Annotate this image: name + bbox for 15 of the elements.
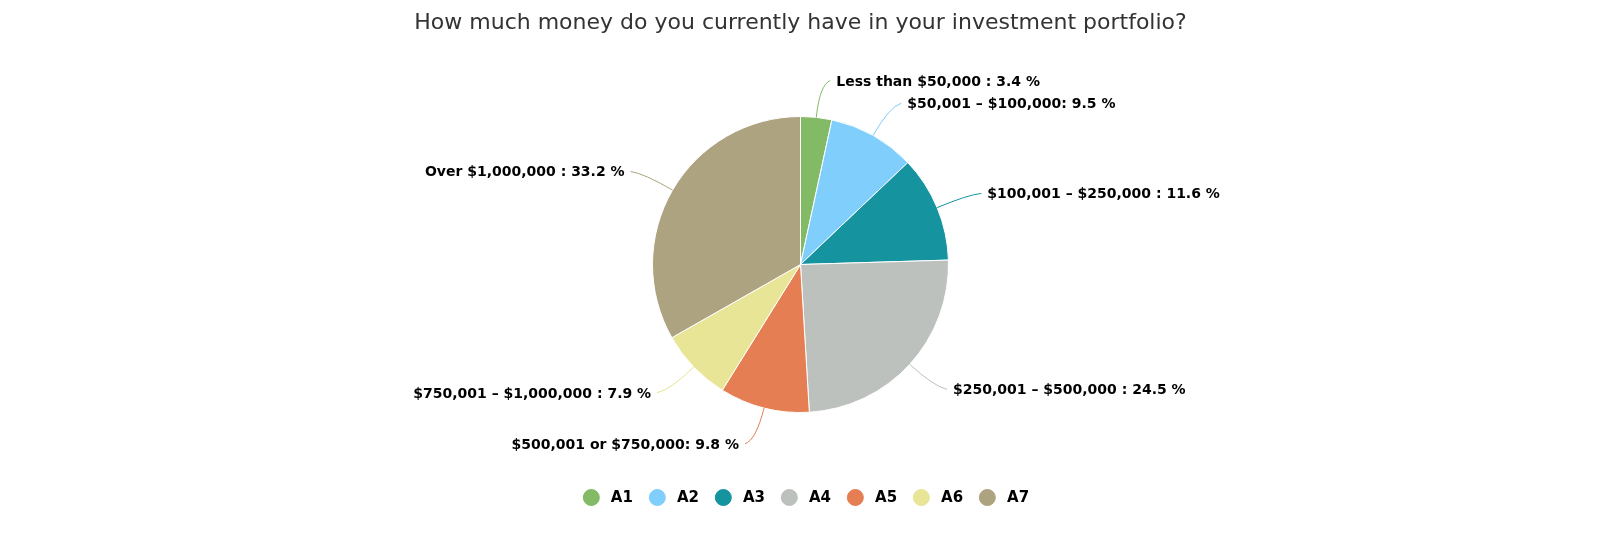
data-label: $50,001 – $100,000: 9.5 %	[907, 95, 1116, 112]
data-label: Over $1,000,000 : 33.2 %	[424, 163, 625, 180]
legend-label: A6	[941, 488, 964, 506]
legend-label: A2	[676, 488, 699, 506]
chart-title: How much money do you currently have in your investment portfolio?	[414, 9, 1187, 34]
data-label: $100,001 – $250,000 : 11.6 %	[987, 185, 1220, 202]
data-label: $750,001 – $1,000,000 : 7.9 %	[413, 384, 652, 401]
legend-label: A4	[808, 488, 832, 506]
data-label: Less than $50,000 : 3.4 %	[836, 72, 1040, 89]
data-label: $250,001 – $500,000 : 24.5 %	[953, 381, 1186, 398]
data-label: $500,001 or $750,000: 9.8 %	[511, 435, 740, 452]
legend-label: A3	[742, 488, 765, 506]
legend-label: A7	[1007, 488, 1030, 506]
legend-label: A5	[875, 488, 898, 506]
legend-label: A1	[610, 488, 633, 506]
